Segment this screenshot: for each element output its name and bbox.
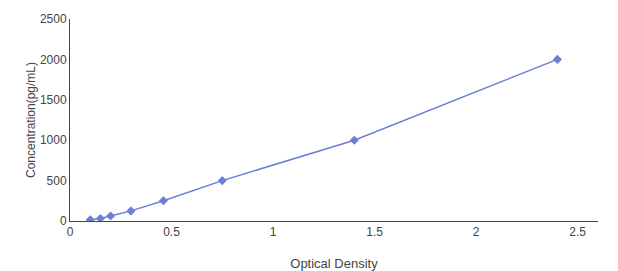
svg-text:500: 500 (47, 174, 67, 188)
svg-text:2000: 2000 (40, 53, 67, 67)
svg-text:2: 2 (473, 225, 480, 239)
svg-text:Optical Density: Optical Density (290, 256, 378, 271)
svg-text:1000: 1000 (40, 133, 67, 147)
svg-text:2500: 2500 (40, 12, 67, 26)
svg-text:1.5: 1.5 (366, 225, 383, 239)
svg-text:0: 0 (67, 225, 74, 239)
svg-text:1: 1 (270, 225, 277, 239)
svg-text:Concentration(pg/mL): Concentration(pg/mL) (24, 62, 38, 178)
svg-text:1500: 1500 (40, 93, 67, 107)
svg-text:0: 0 (60, 214, 67, 228)
svg-text:2.5: 2.5 (569, 225, 586, 239)
svg-text:0.5: 0.5 (163, 225, 180, 239)
